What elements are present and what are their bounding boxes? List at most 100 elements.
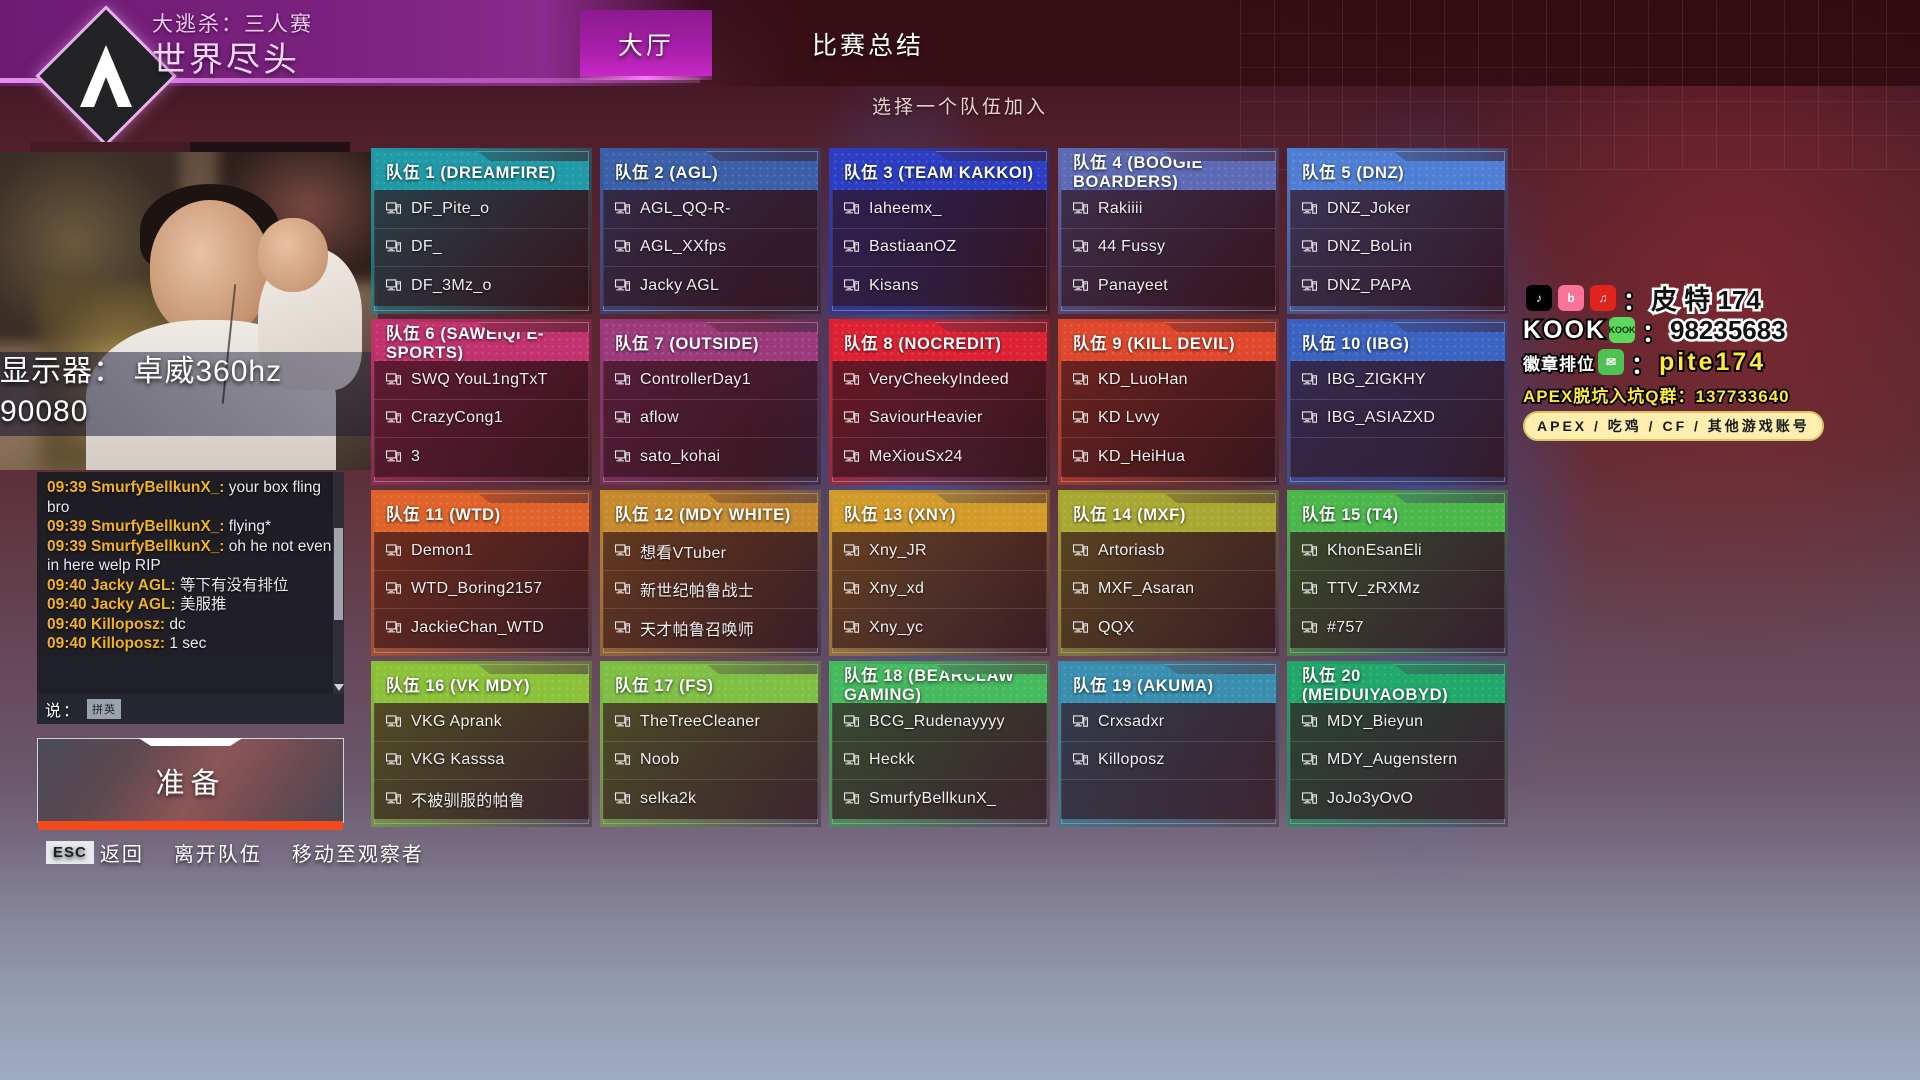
team-player-row[interactable]: TTV_zRXMz: [1290, 571, 1505, 609]
pc-icon: [615, 582, 630, 595]
team-player-row[interactable]: sato_kohai: [603, 438, 818, 477]
team-player-row[interactable]: SaviourHeavier: [832, 400, 1047, 438]
team-player-row[interactable]: BCG_Rudenayyyy: [832, 703, 1047, 742]
team-player-row[interactable]: selka2k: [603, 780, 818, 819]
team-player-row[interactable]: Jacky AGL: [603, 267, 818, 306]
team-player-row[interactable]: BastiaanOZ: [832, 229, 1047, 267]
team-card[interactable]: 队伍 6 (SAWEIQI E-SPORTS) SWQ YouL1ngTxT Cra…: [371, 319, 592, 485]
team-empty-slot[interactable]: [1061, 780, 1276, 819]
team-player-row[interactable]: 想看VTuber: [603, 532, 818, 571]
team-player-row[interactable]: MXF_Asaran: [1061, 571, 1276, 609]
team-player-row[interactable]: CrazyCong1: [374, 400, 589, 438]
chat-input[interactable]: 说： 拼英: [37, 694, 344, 724]
team-player-row[interactable]: Heckk: [832, 742, 1047, 780]
team-player-row[interactable]: 44 Fussy: [1061, 229, 1276, 267]
team-player-row[interactable]: DF_: [374, 229, 589, 267]
ready-button[interactable]: 准备: [37, 738, 344, 830]
team-player-row[interactable]: KD Lvvy: [1061, 400, 1276, 438]
team-player-row[interactable]: JoJo3yOvO: [1290, 780, 1505, 819]
team-player-row[interactable]: AGL_XXfps: [603, 229, 818, 267]
team-card[interactable]: 队伍 18 (BEARCLAW GAMING) BCG_Rudenayyyy Hec…: [829, 661, 1050, 827]
team-player-row[interactable]: DF_Pite_o: [374, 190, 589, 229]
team-player-row[interactable]: VKG Aprank: [374, 703, 589, 742]
player-name: sato_kohai: [640, 448, 721, 466]
team-player-row[interactable]: VKG Kasssa: [374, 742, 589, 780]
page-subtitle: 选择一个队伍加入: [871, 97, 1048, 118]
team-player-row[interactable]: SWQ YouL1ngTxT: [374, 361, 589, 400]
team-player-row[interactable]: Noob: [603, 742, 818, 780]
team-player-row[interactable]: KhonEsanEli: [1290, 532, 1505, 571]
team-player-row[interactable]: Panayeet: [1061, 267, 1276, 306]
chat-line-meta: 09:40 Jacky AGL:: [47, 576, 176, 594]
hint-back[interactable]: ESC 返回: [46, 838, 144, 867]
team-player-row[interactable]: Demon1: [374, 532, 589, 571]
chat-scrollbar[interactable]: [333, 472, 344, 694]
team-player-row[interactable]: WTD_Boring2157: [374, 571, 589, 609]
team-card[interactable]: 队伍 19 (AKUMA) Crxsadxr Killoposz: [1058, 661, 1279, 827]
team-player-row[interactable]: IBG_ASIAZXD: [1290, 400, 1505, 438]
pc-icon: [615, 279, 630, 292]
team-card[interactable]: 队伍 20 (MEIDUIYAOBYD) MDY_Bieyun MDY_Augens…: [1287, 661, 1508, 827]
team-card[interactable]: 队伍 16 (VK MDY) VKG Aprank VKG Kasssa 不被驯服的帕…: [371, 661, 592, 827]
team-player-row[interactable]: 3: [374, 438, 589, 477]
team-player-row[interactable]: KD_HeiHua: [1061, 438, 1276, 477]
team-player-row[interactable]: 不被驯服的帕鲁: [374, 780, 589, 819]
team-card[interactable]: 队伍 7 (OUTSIDE) ControllerDay1 aflow sato_ko…: [600, 319, 821, 485]
chevron-down-icon[interactable]: [334, 684, 344, 691]
team-player-row[interactable]: aflow: [603, 400, 818, 438]
chat-line: 09:40 Jacky AGL: 等下有没有排位: [47, 576, 336, 596]
team-player-row[interactable]: VeryCheekyIndeed: [832, 361, 1047, 400]
team-card[interactable]: 队伍 15 (T4) KhonEsanEli TTV_zRXMz #757: [1287, 490, 1508, 656]
background-bottom-glow: [0, 780, 1920, 1080]
team-player-row[interactable]: Crxsadxr: [1061, 703, 1276, 742]
team-player-row[interactable]: Kisans: [832, 267, 1047, 306]
team-card[interactable]: 队伍 8 (NOCREDIT) VeryCheekyIndeed SaviourHe…: [829, 319, 1050, 485]
team-player-row[interactable]: AGL_QQ-R-: [603, 190, 818, 229]
team-player-row[interactable]: MDY_Bieyun: [1290, 703, 1505, 742]
chat-line-meta: 09:40 Jacky AGL:: [47, 596, 176, 613]
team-player-row[interactable]: Xny_yc: [832, 609, 1047, 648]
team-player-row[interactable]: Xny_xd: [832, 571, 1047, 609]
team-player-row[interactable]: DNZ_Joker: [1290, 190, 1505, 229]
team-player-row[interactable]: Xny_JR: [832, 532, 1047, 571]
tab-lobby[interactable]: 大厅: [580, 10, 713, 80]
team-player-row[interactable]: MeXiouSx24: [832, 438, 1047, 477]
hint-leave-team[interactable]: 离开队伍: [174, 838, 262, 867]
chat-log[interactable]: 09:39 SmurfyBellkunX_: your box fling br…: [37, 472, 344, 694]
team-player-row[interactable]: 天才帕鲁召唤师: [603, 609, 818, 648]
team-card[interactable]: 队伍 4 (BOOGIE BOARDERS) Rakiiii 44 Fussy Pan…: [1058, 148, 1279, 314]
hint-move-to-observer[interactable]: 移动至观察者: [292, 838, 424, 867]
team-empty-slot[interactable]: [1290, 438, 1505, 477]
team-card[interactable]: 队伍 17 (FS) TheTreeCleaner Noob selka2k: [600, 661, 821, 827]
team-card[interactable]: 队伍 2 (AGL) AGL_QQ-R- AGL_XXfps Jacky AGL: [600, 148, 821, 314]
team-player-row[interactable]: JackieChan_WTD: [374, 609, 589, 648]
team-card[interactable]: 队伍 5 (DNZ) DNZ_Joker DNZ_BoLin DNZ_PAPA: [1287, 148, 1508, 314]
team-card[interactable]: 队伍 11 (WTD) Demon1 WTD_Boring2157 JackieCha…: [371, 490, 592, 656]
team-player-row[interactable]: DF_3Mz_o: [374, 267, 589, 306]
team-player-row[interactable]: #757: [1290, 609, 1505, 648]
team-card[interactable]: 队伍 12 (MDY WHITE) 想看VTuber 新世纪帕鲁战士 天才帕鲁召唤师: [600, 490, 821, 656]
team-player-row[interactable]: Artoriasb: [1061, 532, 1276, 571]
team-player-row[interactable]: QQX: [1061, 609, 1276, 648]
team-player-row[interactable]: IBG_ZIGKHY: [1290, 361, 1505, 400]
team-card[interactable]: 队伍 10 (IBG) IBG_ZIGKHY IBG_ASIAZXD: [1287, 319, 1508, 485]
tab-match-summary[interactable]: 比赛总结: [812, 32, 925, 60]
team-card[interactable]: 队伍 13 (XNY) Xny_JR Xny_xd Xny_yc: [829, 490, 1050, 656]
team-card[interactable]: 队伍 9 (KILL DEVIL) KD_LuoHan KD Lvvy KD_HeiH…: [1058, 319, 1279, 485]
team-player-row[interactable]: DNZ_BoLin: [1290, 229, 1505, 267]
team-player-row[interactable]: Rakiiii: [1061, 190, 1276, 229]
team-player-row[interactable]: ControllerDay1: [603, 361, 818, 400]
player-name: DNZ_Joker: [1327, 199, 1411, 217]
team-player-row[interactable]: KD_LuoHan: [1061, 361, 1276, 400]
team-card[interactable]: 队伍 14 (MXF) Artoriasb MXF_Asaran QQX: [1058, 490, 1279, 656]
team-player-row[interactable]: DNZ_PAPA: [1290, 267, 1505, 306]
team-card[interactable]: 队伍 1 (DREAMFIRE) DF_Pite_o DF_ DF_3Mz_o: [371, 148, 592, 314]
team-player-row[interactable]: Iaheemx_: [832, 190, 1047, 229]
team-player-row[interactable]: Killoposz: [1061, 742, 1276, 780]
team-player-row[interactable]: SmurfyBellkunX_: [832, 780, 1047, 819]
team-player-row[interactable]: 新世纪帕鲁战士: [603, 571, 818, 609]
team-card[interactable]: 队伍 3 (TEAM KAKKOI) Iaheemx_ BastiaanOZ Kisa…: [829, 148, 1050, 314]
team-player-row[interactable]: TheTreeCleaner: [603, 703, 818, 742]
chat-scrollbar-thumb[interactable]: [334, 528, 343, 620]
team-player-row[interactable]: MDY_Augenstern: [1290, 742, 1505, 780]
